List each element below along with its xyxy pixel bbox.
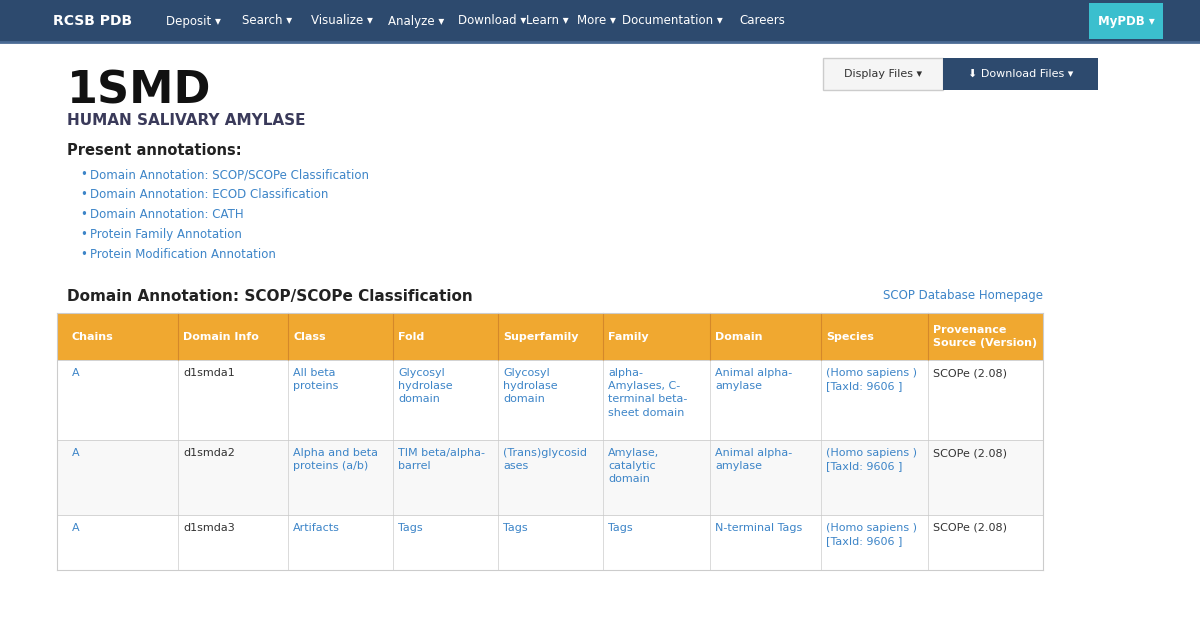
Text: (Homo sapiens )
[TaxId: 9606 ]: (Homo sapiens ) [TaxId: 9606 ] <box>826 368 917 391</box>
Text: Domain: Domain <box>715 331 762 341</box>
Bar <box>58 440 1043 515</box>
Text: MyPDB ▾: MyPDB ▾ <box>1098 14 1154 27</box>
Text: Amylase,
catalytic
domain: Amylase, catalytic domain <box>608 448 659 484</box>
Text: Glycosyl
hydrolase
domain: Glycosyl hydrolase domain <box>503 368 558 404</box>
Text: Tags: Tags <box>608 523 632 533</box>
Text: SCOPe (2.08): SCOPe (2.08) <box>934 368 1007 378</box>
Text: (Homo sapiens )
[TaxId: 9606 ]: (Homo sapiens ) [TaxId: 9606 ] <box>826 523 917 546</box>
Text: TIM beta/alpha-
barrel: TIM beta/alpha- barrel <box>398 448 485 471</box>
Text: Careers: Careers <box>739 14 785 27</box>
Text: A: A <box>72 368 79 378</box>
Text: SCOPe (2.08): SCOPe (2.08) <box>934 448 1007 458</box>
Text: •: • <box>80 248 86 261</box>
Text: d1smda1: d1smda1 <box>182 368 235 378</box>
Text: alpha-
Amylases, C-
terminal beta-
sheet domain: alpha- Amylases, C- terminal beta- sheet… <box>608 368 688 417</box>
Text: d1smda3: d1smda3 <box>182 523 235 533</box>
Text: Class: Class <box>293 331 325 341</box>
Text: ⬇ Download Files ▾: ⬇ Download Files ▾ <box>968 69 1073 79</box>
Text: Present annotations:: Present annotations: <box>67 143 241 158</box>
Text: Protein Modification Annotation: Protein Modification Annotation <box>90 248 276 261</box>
Text: 1SMD: 1SMD <box>67 70 211 113</box>
Text: Protein Family Annotation: Protein Family Annotation <box>90 228 242 241</box>
Text: Deposit ▾: Deposit ▾ <box>166 14 221 27</box>
Text: Animal alpha-
amylase: Animal alpha- amylase <box>715 368 792 391</box>
Text: d1smda2: d1smda2 <box>182 448 235 458</box>
Text: RCSB PDB: RCSB PDB <box>54 14 132 28</box>
Text: HUMAN SALIVARY AMYLASE: HUMAN SALIVARY AMYLASE <box>67 113 306 128</box>
Text: Fold: Fold <box>398 331 425 341</box>
Text: •: • <box>80 228 86 241</box>
Text: SCOPe (2.08): SCOPe (2.08) <box>934 523 1007 533</box>
Text: Animal alpha-
amylase: Animal alpha- amylase <box>715 448 792 471</box>
Text: Display Files ▾: Display Files ▾ <box>844 69 922 79</box>
Bar <box>58 313 1043 360</box>
Text: •: • <box>80 208 86 221</box>
Text: A: A <box>72 523 79 533</box>
Text: A: A <box>72 448 79 458</box>
Text: •: • <box>80 188 86 201</box>
Text: Download ▾: Download ▾ <box>458 14 526 27</box>
Text: SCOP Database Homepage: SCOP Database Homepage <box>883 289 1043 302</box>
Text: Analyze ▾: Analyze ▾ <box>388 14 444 27</box>
Text: (Trans)glycosid
ases: (Trans)glycosid ases <box>503 448 587 471</box>
Text: More ▾: More ▾ <box>576 14 616 27</box>
Bar <box>823 58 943 90</box>
Bar <box>1090 3 1163 39</box>
Text: Tags: Tags <box>398 523 422 533</box>
Text: All beta
proteins: All beta proteins <box>293 368 338 391</box>
Text: Tags: Tags <box>503 523 528 533</box>
Text: Glycosyl
hydrolase
domain: Glycosyl hydrolase domain <box>398 368 452 404</box>
Text: Species: Species <box>826 331 874 341</box>
Text: Artifacts: Artifacts <box>293 523 340 533</box>
Text: Learn ▾: Learn ▾ <box>526 14 569 27</box>
Text: Domain Annotation: SCOP/SCOPe Classification: Domain Annotation: SCOP/SCOPe Classifica… <box>67 289 473 304</box>
Text: Domain Annotation: SCOP/SCOPe Classification: Domain Annotation: SCOP/SCOPe Classifica… <box>90 168 370 181</box>
Bar <box>58 515 1043 570</box>
Bar <box>0 0 1200 42</box>
Text: (Homo sapiens )
[TaxId: 9606 ]: (Homo sapiens ) [TaxId: 9606 ] <box>826 448 917 471</box>
Text: Domain Annotation: CATH: Domain Annotation: CATH <box>90 208 244 221</box>
Text: •: • <box>80 168 86 181</box>
Text: Search ▾: Search ▾ <box>242 14 292 27</box>
Text: Family: Family <box>608 331 649 341</box>
Text: Chains: Chains <box>72 331 114 341</box>
Text: Domain Annotation: ECOD Classification: Domain Annotation: ECOD Classification <box>90 188 329 201</box>
Text: Provenance
Source (Version): Provenance Source (Version) <box>934 325 1037 348</box>
Text: Superfamily: Superfamily <box>503 331 578 341</box>
Text: N-terminal Tags: N-terminal Tags <box>715 523 803 533</box>
Text: Domain Info: Domain Info <box>182 331 259 341</box>
Text: Documentation ▾: Documentation ▾ <box>622 14 722 27</box>
Text: Visualize ▾: Visualize ▾ <box>311 14 373 27</box>
Bar <box>943 58 1098 90</box>
Text: Alpha and beta
proteins (a/b): Alpha and beta proteins (a/b) <box>293 448 378 471</box>
Bar <box>58 360 1043 440</box>
